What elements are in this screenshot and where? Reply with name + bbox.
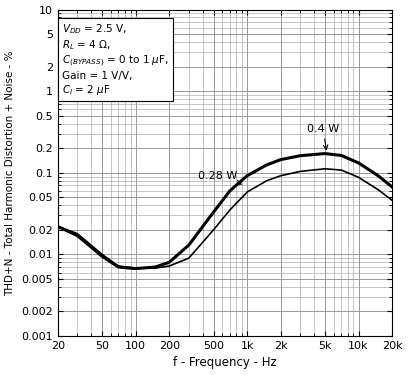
Text: $V_{DD}$ = 2.5 V,
$R_L$ = 4 $\Omega$,
$C_{(BYPASS)}$ = 0 to 1 $\mu$F,
Gain = 1 V: $V_{DD}$ = 2.5 V, $R_L$ = 4 $\Omega$, $C…	[62, 22, 169, 97]
Text: 0.4 W: 0.4 W	[307, 123, 339, 150]
Text: 0.28 W: 0.28 W	[198, 171, 242, 184]
X-axis label: f - Frequency - Hz: f - Frequency - Hz	[173, 357, 277, 369]
Y-axis label: THD+N - Total Harmonic Distortion + Noise - %: THD+N - Total Harmonic Distortion + Nois…	[6, 50, 16, 296]
